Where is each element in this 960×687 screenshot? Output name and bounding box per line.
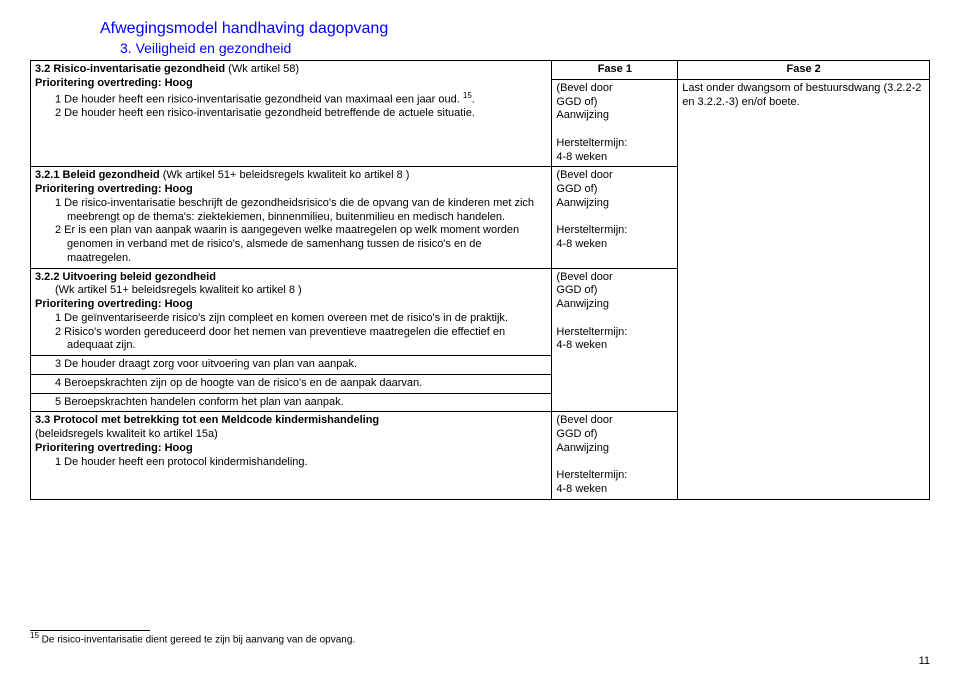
p-3-2-1: 1 De houder heeft een risico-inventarisa… xyxy=(55,91,547,107)
fase1-3-2: (Bevel door GGD of) Aanwijzing Herstelte… xyxy=(552,79,678,167)
fase1-3-3: (Bevel door GGD of) Aanwijzing Herstelte… xyxy=(552,412,678,500)
footnote-number: 15 xyxy=(30,631,39,640)
heading-3-2: 3.2 Risico-inventarisatie gezondheid xyxy=(35,63,225,75)
fase1-3-2-2: (Bevel door GGD of) Aanwijzing Herstelte… xyxy=(552,268,678,412)
heading-3-2-1-ref: (Wk artikel 51+ beleidsregels kwaliteit … xyxy=(163,169,410,181)
doc-title: Afwegingsmodel handhaving dagopvang xyxy=(100,20,930,38)
heading-3-3: 3.3 Protocol met betrekking tot een Meld… xyxy=(35,414,379,426)
p-3-2-1a: 1 De houder heeft een risico-inventarisa… xyxy=(55,93,460,105)
f1d-l2: GGD of) xyxy=(556,428,597,440)
f1c-l1: (Bevel door xyxy=(556,271,612,283)
footnote: 15 De risico-inventarisatie dient gereed… xyxy=(30,630,930,645)
cell-3-3: 3.3 Protocol met betrekking tot een Meld… xyxy=(31,412,552,500)
p-3-2-1-sup: 15 xyxy=(463,91,472,100)
p-3-2-2-2: 2 Risico's worden gereduceerd door het n… xyxy=(55,326,547,354)
f1d-l5: 4-8 weken xyxy=(556,483,607,495)
p-3-2-1-2: 2 Er is een plan van aanpak waarin is aa… xyxy=(55,224,547,265)
footnote-text: De risico-inventarisatie dient gereed te… xyxy=(39,634,355,645)
f1-l4: Hersteltermijn: xyxy=(556,137,627,149)
doc-subtitle: 3. Veiligheid en gezondheid xyxy=(120,40,930,56)
fase1-3-2-1: (Bevel door GGD of) Aanwijzing Herstelte… xyxy=(552,167,678,268)
page-number: 11 xyxy=(30,655,930,667)
ref-3-3: (beleidsregels kwaliteit ko artikel 15a) xyxy=(35,428,218,440)
f1b-l2: GGD of) xyxy=(556,183,597,195)
p-3-2-2-5: 5 Beroepskrachten handelen conform het p… xyxy=(55,396,547,410)
prio-3-3: Prioritering overtreding: Hoog xyxy=(35,442,193,454)
f1b-l1: (Bevel door xyxy=(556,169,612,181)
f1c-l2: GGD of) xyxy=(556,284,597,296)
prio-3-2-1: Prioritering overtreding: Hoog xyxy=(35,183,193,195)
fase2-text: Last onder dwangsom of bestuursdwang (3.… xyxy=(678,79,930,499)
prio-3-2-2: Prioritering overtreding: Hoog xyxy=(35,298,193,310)
fase2-header: Fase 2 xyxy=(678,61,930,80)
footnote-rule xyxy=(30,630,150,631)
f1-l2: GGD of) xyxy=(556,96,597,108)
f1d-l4: Hersteltermijn: xyxy=(556,469,627,481)
f1d-l1: (Bevel door xyxy=(556,414,612,426)
p-3-2-1-1: 1 De risico-inventarisatie beschrijft de… xyxy=(55,197,547,225)
f1c-l5: 4-8 weken xyxy=(556,339,607,351)
f1c-l3: Aanwijzing xyxy=(556,298,609,310)
cell-3-2: 3.2 Risico-inventarisatie gezondheid (Wk… xyxy=(31,61,552,167)
p-3-3-1: 1 De houder heeft een protocol kindermis… xyxy=(55,456,547,470)
f1b-l4: Hersteltermijn: xyxy=(556,224,627,236)
heading-3-2-ref: (Wk artikel 58) xyxy=(228,63,299,75)
cell-3-2-2-p3: 3 De houder draagt zorg voor uitvoering … xyxy=(31,356,552,375)
p-3-2-2-1: 1 De geïnventariseerde risico's zijn com… xyxy=(55,312,547,326)
p-3-2-2-4: 4 Beroepskrachten zijn op de hoogte van … xyxy=(55,377,547,391)
ref-3-2-2: (Wk artikel 51+ beleidsregels kwaliteit … xyxy=(55,284,302,298)
main-table: 3.2 Risico-inventarisatie gezondheid (Wk… xyxy=(30,60,930,500)
fase1-header: Fase 1 xyxy=(552,61,678,80)
f1b-l5: 4-8 weken xyxy=(556,238,607,250)
p-3-2-2-3: 3 De houder draagt zorg voor uitvoering … xyxy=(55,358,547,372)
f1-l1: (Bevel door xyxy=(556,82,612,94)
f1c-l4: Hersteltermijn: xyxy=(556,326,627,338)
heading-3-2-2: 3.2.2 Uitvoering beleid gezondheid xyxy=(35,271,216,283)
cell-3-2-2-p4: 4 Beroepskrachten zijn op de hoogte van … xyxy=(31,374,552,393)
prio-3-2: Prioritering overtreding: Hoog xyxy=(35,77,193,89)
p-3-2-1-supdot: . xyxy=(472,93,475,105)
p-3-2-2: 2 De houder heeft een risico-inventarisa… xyxy=(55,107,547,121)
heading-3-2-1: 3.2.1 Beleid gezondheid xyxy=(35,169,160,181)
f1-l3: Aanwijzing xyxy=(556,109,609,121)
f1b-l3: Aanwijzing xyxy=(556,197,609,209)
cell-3-2-2-p5: 5 Beroepskrachten handelen conform het p… xyxy=(31,393,552,412)
cell-3-2-1: 3.2.1 Beleid gezondheid (Wk artikel 51+ … xyxy=(31,167,552,268)
cell-3-2-2-a: 3.2.2 Uitvoering beleid gezondheid (Wk a… xyxy=(31,268,552,356)
f1d-l3: Aanwijzing xyxy=(556,442,609,454)
f1-l5: 4-8 weken xyxy=(556,151,607,163)
